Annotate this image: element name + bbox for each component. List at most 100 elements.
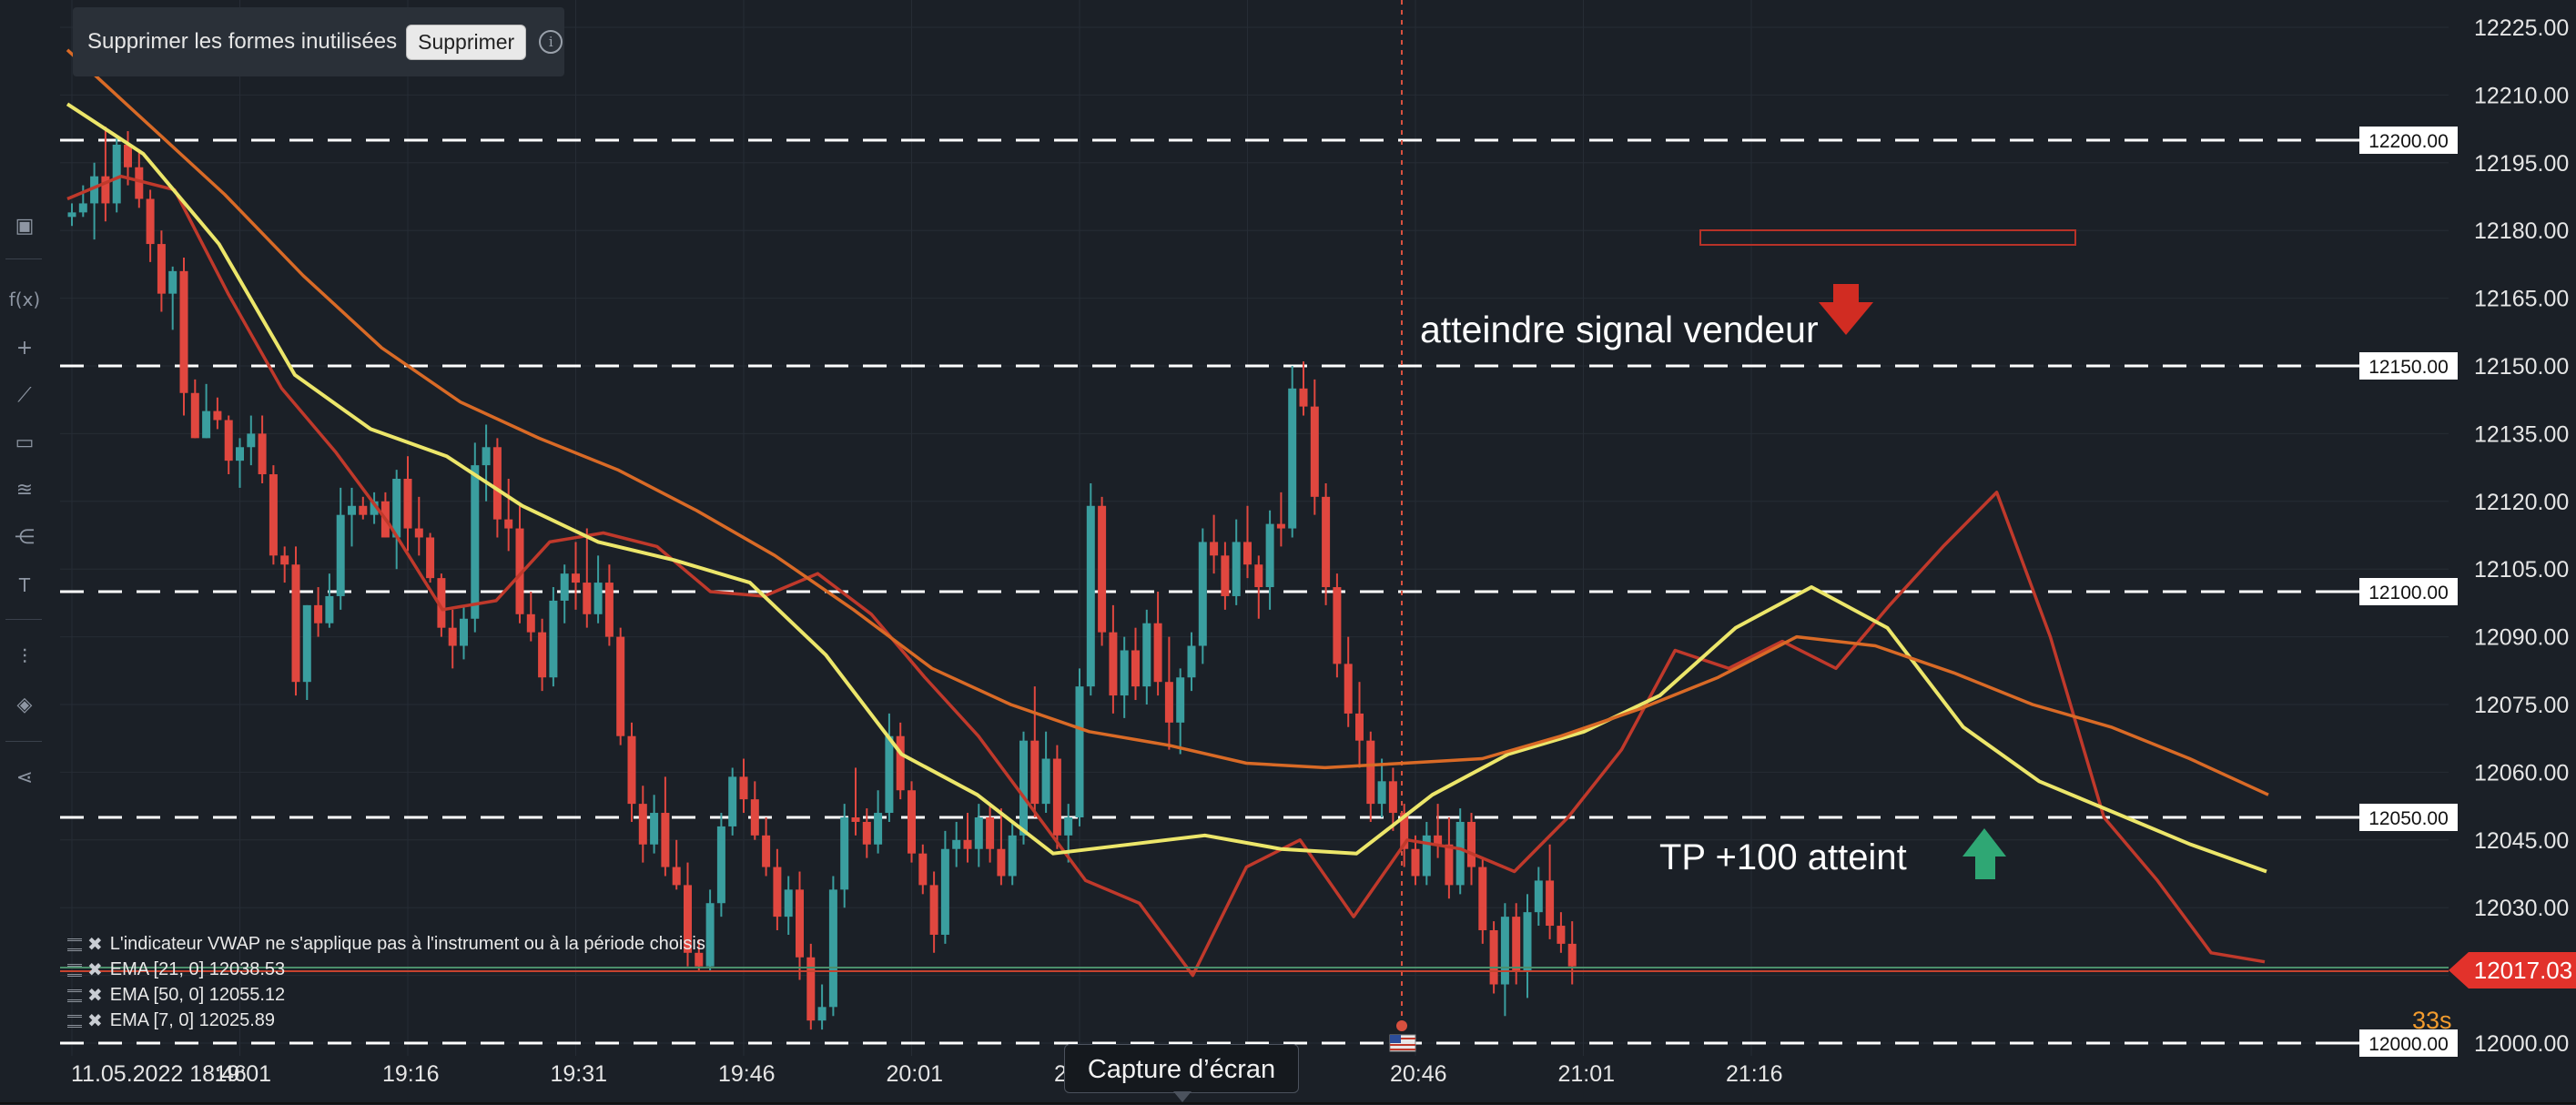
candle-body [471,465,480,619]
candle-body [840,817,849,890]
candle-body [1243,542,1252,565]
crosshair-line [1396,0,1407,1031]
settings-icon[interactable] [67,988,82,1002]
x-tick-label: 21:01 [1558,1061,1616,1087]
settings-icon[interactable] [67,1014,82,1028]
legend-ema50[interactable]: ✖ EMA [50, 0] 12055.12 [67,984,285,1007]
x-tick-label: 11.05.2022 18:46 [71,1061,247,1087]
close-icon[interactable]: ✖ [87,986,103,1006]
candle-body [1512,917,1521,971]
level-tag-label: 12200.00 [2368,131,2449,152]
candle-body [359,505,368,515]
candle-body [336,514,345,596]
close-icon[interactable]: ✖ [87,960,103,980]
layers-icon[interactable]: ◈ [16,694,33,716]
legend-vwap[interactable]: ✖ L'indicateur VWAP ne s'applique pas à … [67,933,705,956]
candle-body [1445,844,1454,886]
candle-body [515,528,524,614]
pitchfork-icon[interactable]: ⋲ [15,526,35,549]
y-axis: 12225.00 12210.00 12195.00 12180.00 12165.00… [2474,15,2569,1057]
candle-body [236,447,244,461]
buy-arrow-icon [1962,828,2006,879]
close-icon[interactable]: ✖ [87,1011,103,1031]
candle-body [773,867,782,917]
candle-body [796,889,804,958]
level-tag [2359,127,2458,154]
x-tick-label: 20:46 [1390,1061,1447,1087]
candle-body [460,618,468,646]
candle-body [1500,917,1509,985]
fibonacci-icon[interactable]: ≊ [15,479,34,502]
candle-body [750,799,759,836]
candle-body [1008,835,1017,877]
info-icon[interactable]: i [539,30,563,54]
candle-body [1299,388,1308,407]
candle-body [269,474,278,556]
zone-rectangle [1699,229,2076,246]
candle-body [1109,632,1118,696]
x-tick-label: 21:16 [1726,1061,1783,1087]
candle-body [101,176,110,204]
candle-body [1523,912,1532,971]
candle-body [213,411,222,421]
legend-ema7-text: EMA [7, 0] 12025.89 [109,1010,276,1030]
candle-body [828,889,837,1008]
line-tool-icon[interactable]: ⟋ [17,384,32,407]
candle-body [1322,496,1331,588]
y-tick-label: 12075.00 [2474,693,2569,718]
ema-lines [66,48,2269,978]
legend-ema21[interactable]: ✖ EMA [21, 0] 12038.53 [67,958,285,981]
candle-body [168,270,177,294]
delete-shapes-button[interactable]: Supprimer [406,24,527,60]
level-tag-label: 12100.00 [2368,583,2449,603]
candle-body [1434,835,1443,845]
function-icon[interactable]: f(x) [8,289,41,310]
panel-icon[interactable]: ▣ [15,215,35,238]
x-tick-label: 19:01 [215,1061,272,1087]
candle-body [549,600,558,678]
candle-body [1265,523,1274,588]
level-tag [2359,804,2458,831]
candle-body [202,411,211,439]
current-price-tag: 12017.03 [2449,952,2576,988]
candle-body [1254,564,1263,588]
candle-body [1388,781,1397,814]
y-tick-label: 12150.00 [2474,354,2569,380]
candle-body [986,817,995,849]
screenshot-button[interactable]: Capture d’écran [1064,1044,1299,1093]
legend-ema7[interactable]: ✖ EMA [7, 0] 12025.89 [67,1009,275,1032]
y-tick-label: 12000.00 [2474,1031,2569,1057]
candles [67,127,1577,1030]
settings-icon[interactable] [67,963,82,977]
y-tick-label: 12105.00 [2474,557,2569,583]
settings-icon[interactable] [67,938,82,951]
text-tool-icon[interactable]: T [18,574,31,596]
candle-body [1366,740,1375,805]
candle-body [997,848,1006,877]
candle-body [627,735,636,805]
candle-body [1478,867,1487,930]
candle-body [593,583,603,614]
indicators-icon[interactable]: ⫶ [22,646,27,669]
share-icon[interactable]: ⋖ [15,766,34,789]
close-icon[interactable]: ✖ [87,935,103,955]
candle-body [817,1007,827,1021]
candle-body [348,505,356,515]
candle-body [492,447,502,520]
candle-body [124,144,132,167]
crosshair-icon[interactable]: + [15,337,34,360]
candle-body [684,885,692,953]
legend-vwap-text: L'indicateur VWAP ne s'applique pas à l'… [109,934,705,954]
candle-body [302,604,311,683]
candle-body [963,839,972,849]
y-tick-label: 12060.00 [2474,760,2569,786]
candle-body [1333,587,1342,664]
candle-body [1086,505,1095,687]
x-tick-label: 20:01 [887,1061,944,1087]
candle-body [1534,880,1543,913]
candle-body [940,848,949,935]
notification-toast: Supprimer les formes inutilisées Supprim… [73,7,564,76]
rectangle-tool-icon[interactable]: ▭ [15,431,35,454]
candle-body [1052,758,1061,836]
